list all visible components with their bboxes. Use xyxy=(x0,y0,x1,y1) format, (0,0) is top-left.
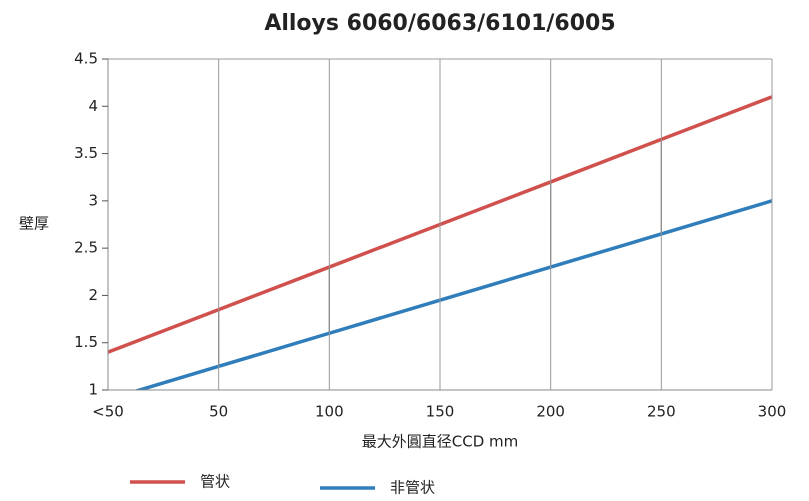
y-tick-label: 3.5 xyxy=(74,144,98,162)
x-tick-label: 300 xyxy=(758,403,787,421)
x-axis-label: 最大外圓直径CCD mm xyxy=(362,433,519,451)
legend-label: 管状 xyxy=(200,473,230,491)
y-tick-label: 3 xyxy=(88,191,98,209)
x-tick-label: 150 xyxy=(426,403,455,421)
y-tick-label: 1 xyxy=(88,381,98,399)
legend-label: 非管状 xyxy=(390,479,435,497)
x-tick-label: <50 xyxy=(92,403,124,421)
x-tick-label: 50 xyxy=(209,403,228,421)
y-axis-label: 壁厚 xyxy=(19,215,49,233)
x-tick-label: 250 xyxy=(647,403,676,421)
y-tick-label: 2 xyxy=(88,286,98,304)
chart-title: Alloys 6060/6063/6101/6005 xyxy=(264,11,615,36)
y-tick-label: 4.5 xyxy=(74,50,98,68)
x-tick-label: 100 xyxy=(315,403,344,421)
y-tick-label: 2.5 xyxy=(74,239,98,257)
y-tick-label: 4 xyxy=(88,97,98,115)
y-tick-label: 1.5 xyxy=(74,333,98,351)
x-tick-label: 200 xyxy=(536,403,565,421)
